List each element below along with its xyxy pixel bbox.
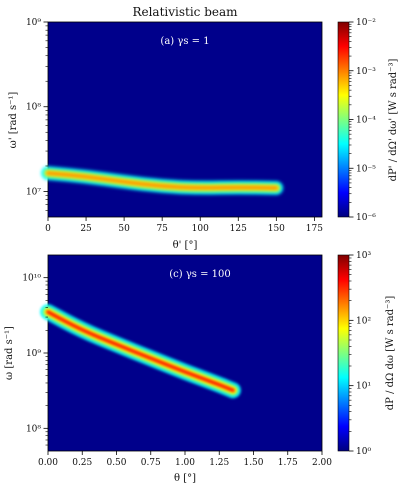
panel-c-colorbar-tick-label: 10²	[356, 316, 371, 326]
panel-c-ytick-label: 10¹⁰	[22, 274, 41, 284]
panel-c-xlabel: θ [°]	[174, 473, 196, 484]
panel-a-colorbar	[337, 21, 350, 218]
panel-a-xtick-label: 100	[192, 224, 209, 234]
panel-c-colorbar-tick-label: 10³	[356, 251, 371, 261]
panel-c-xtick-label: 0.00	[38, 458, 58, 468]
panel-a-xtick-label: 125	[230, 224, 247, 234]
panel-c-colorbar-tick-label: 10⁰	[356, 447, 371, 457]
panel-c-xtick-label: 2.00	[312, 458, 332, 468]
panel-a-band-layer	[46, 171, 279, 190]
panel-a-ytick-label: 10⁹	[26, 18, 41, 28]
panel-c-label: (c) γs = 100	[169, 269, 231, 280]
panel-a-colorbar-label: dP' / dΩ' dω' [W s rad⁻³]	[388, 59, 399, 182]
panel-a-xtick-label: 0	[45, 224, 51, 234]
panel-a-xlabel: θ' [°]	[173, 240, 198, 251]
panel-c-xtick-label: 1.25	[209, 458, 229, 468]
panel-c-xtick-label: 0.75	[141, 458, 161, 468]
panel-a-xtick-label: 75	[156, 224, 168, 234]
figure-title: Relativistic beam	[132, 5, 238, 19]
panel-a-colorbar-ticks: 10⁻⁶ 10⁻⁵ 10⁻⁴ 10⁻³ 10⁻²	[349, 18, 376, 223]
panel-c-colorbar-tick-label: 10¹	[356, 382, 371, 392]
panel-c-ytick-label: 10⁹	[26, 349, 41, 359]
panel-c-xtick-label: 0.25	[72, 458, 92, 468]
panel-a-ylabel: ω' [rad s⁻¹]	[8, 92, 19, 149]
panel-c-emission-band	[40, 304, 241, 399]
panel-c-plot-area	[47, 254, 323, 452]
panel-a-colorbar-tick-label: 10⁻³	[356, 67, 376, 77]
panel-a-xtick-label: 50	[118, 224, 130, 234]
panel-a-x-axis: 0 25 50 75 100 125 150 175	[45, 217, 323, 234]
panel-c-xtick-label: 0.50	[106, 458, 126, 468]
panel-a-y-axis: 10⁷ 10⁸ 10⁹	[26, 18, 48, 211]
panel-a-colorbar-tick-label: 10⁻⁶	[356, 213, 376, 223]
panel-c-ytick-label: 10⁸	[26, 424, 41, 434]
panel-a-xtick-label: 25	[80, 224, 92, 234]
panel-a-colorbar-tick-label: 10⁻⁴	[356, 116, 376, 126]
panel-c-colorbar-ticks: 10⁰ 10¹ 10² 10³	[349, 251, 371, 457]
panel-c-xtick-label: 1.75	[278, 458, 298, 468]
panel-a-ytick-label: 10⁸	[26, 103, 41, 113]
panel-c: (c) γs = 100 0.00 0.25 0.50 0.75 1.00 1.25 1.5…	[4, 251, 396, 484]
panel-a-label: (a) γs = 1	[160, 36, 209, 47]
panel-c-colorbar-label: dP / dΩ dω [W s rad⁻³]	[385, 296, 396, 411]
panel-a-emission-band	[41, 166, 284, 195]
panel-c-y-axis: 10⁸ 10⁹ 10¹⁰	[22, 274, 48, 446]
panel-a-colorbar-tick-label: 10⁻⁵	[356, 164, 376, 174]
panel-c-xtick-label: 1.00	[175, 458, 195, 468]
panel-a-ytick-label: 10⁷	[26, 187, 41, 197]
panel-c-x-axis: 0.00 0.25 0.50 0.75 1.00 1.25 1.50 1.75 2.00	[38, 451, 332, 468]
panel-c-band-layer	[46, 310, 235, 392]
panel-a: (a) γs = 1 0 25 50 75 100 125 150 175 10⁷ 10⁸ 10⁹…	[8, 18, 399, 251]
panel-c-ylabel: ω [rad s⁻¹]	[4, 326, 15, 380]
panel-a-colorbar-tick-label: 10⁻²	[356, 18, 376, 28]
panel-a-xtick-label: 175	[306, 224, 323, 234]
panel-c-xtick-label: 1.50	[243, 458, 263, 468]
panel-a-xtick-label: 150	[268, 224, 285, 234]
panel-c-colorbar	[337, 254, 350, 452]
